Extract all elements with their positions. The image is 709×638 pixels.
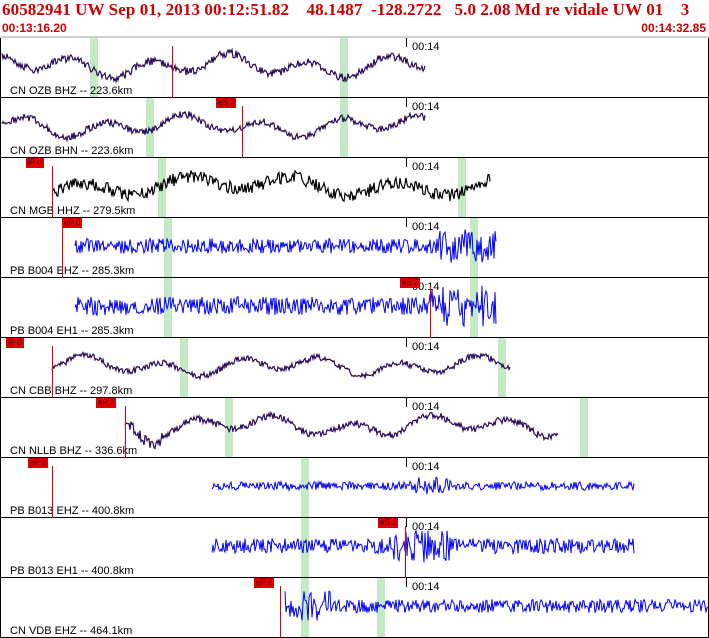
- waveform-trace: [211, 530, 635, 563]
- trace-panel[interactable]: 00:14 CN OZB BHZ -- 223.6km: [0, 38, 709, 98]
- time-mark: 00:14: [412, 161, 440, 173]
- pick-line: [405, 526, 406, 578]
- pick-line: [62, 226, 63, 278]
- time-tick: [406, 98, 407, 107]
- time-mark: 00:14: [412, 521, 440, 533]
- pick-line: [242, 106, 243, 158]
- pick-line: [52, 346, 53, 398]
- station-label: CN VDB EHZ -- 464.1km: [10, 625, 133, 637]
- station-label: CN NLLB BHZ -- 336.6km: [10, 445, 138, 457]
- waveform-trace: [51, 169, 491, 203]
- pick-line: [125, 406, 126, 458]
- analysis-window: [580, 398, 588, 458]
- trace-panel[interactable]: 00:14 PB B013 EHZ -- 400.8km eP 2: [0, 458, 709, 518]
- analysis-window: [301, 518, 309, 578]
- analysis-window: [377, 578, 385, 638]
- waveform: [211, 476, 635, 495]
- analysis-window: [470, 278, 478, 338]
- waveform: [211, 530, 635, 563]
- trace-panel[interactable]: 00:14 CN CBB BHZ -- 297.8km iP 0: [0, 338, 709, 398]
- station-label: CN CBB BHZ -- 297.8km: [10, 385, 133, 397]
- trace-panel[interactable]: 00:14 PB B004 EHZ -- 285.3km eP 0: [0, 218, 709, 278]
- time-tick: [406, 458, 407, 467]
- waveform-trace: [211, 476, 635, 495]
- time-tick: [406, 38, 407, 47]
- time-tick: [406, 398, 407, 407]
- pick-label: eP 0: [62, 218, 83, 228]
- pick-label: eS 2: [378, 518, 399, 528]
- time-tick: [406, 578, 407, 587]
- time-mark: 00:14: [412, 41, 440, 53]
- pick-label: eP 2: [96, 398, 117, 408]
- pick-line: [52, 466, 53, 518]
- analysis-window: [180, 338, 188, 398]
- pick-line: [430, 286, 431, 338]
- analysis-window: [340, 38, 348, 98]
- analysis-window: [301, 458, 309, 518]
- waveform-trace: [1, 47, 426, 85]
- end-time: 00:14:32.85: [641, 21, 706, 35]
- trace-panel[interactable]: 00:14 CN MGB HHZ -- 279.5km iP 0: [0, 158, 709, 218]
- trace-panel[interactable]: 00:14 PB B013 EH1 -- 400.8km eS 2: [0, 518, 709, 578]
- station-label: CN MGB HHZ -- 279.5km: [10, 205, 136, 217]
- waveform-trace: [74, 285, 497, 328]
- time-mark: 00:14: [412, 461, 440, 473]
- waveform: [51, 169, 491, 203]
- analysis-window: [470, 218, 478, 278]
- time-mark: 00:14: [412, 341, 440, 353]
- trace-panel[interactable]: 00:14 CN VDB EHZ -- 464.1km eP 2: [0, 578, 709, 638]
- waveform-trace: [1, 110, 426, 143]
- pick-label: iP 0: [6, 338, 24, 348]
- waveform-trace: [51, 351, 511, 381]
- station-label: CN OZB BHZ -- 223.6km: [10, 85, 133, 97]
- analysis-window: [146, 98, 154, 158]
- time-tick: [406, 158, 407, 167]
- pick-line: [172, 46, 173, 98]
- trace-panel[interactable]: 00:14 CN OZB BHN -- 223.6km eS 2: [0, 98, 709, 158]
- header-divider: [0, 36, 709, 38]
- waveform: [1, 47, 426, 85]
- pick-line: [52, 166, 53, 218]
- waveform: [74, 229, 497, 263]
- analysis-window: [225, 398, 233, 458]
- pick-label: eS 2: [400, 278, 421, 288]
- pick-label: iP 0: [26, 158, 44, 168]
- waveform: [1, 110, 426, 143]
- waveform: [124, 410, 559, 450]
- waveform: [51, 351, 511, 381]
- trace-panel[interactable]: 00:14 CN NLLB BHZ -- 336.6km eP 2: [0, 398, 709, 458]
- waveform-trace: [124, 410, 559, 450]
- station-label: PB B004 EHZ -- 285.3km: [10, 265, 135, 277]
- time-tick: [406, 218, 407, 227]
- station-label: PB B013 EHZ -- 400.8km: [10, 505, 135, 517]
- pick-label: eP 2: [254, 578, 275, 588]
- start-time: 00:13:16.20: [2, 21, 67, 35]
- time-tick: [406, 518, 407, 527]
- trace-panel[interactable]: 00:14 PB B004 EH1 -- 285.3km eS 2: [0, 278, 709, 338]
- analysis-window: [340, 98, 348, 158]
- time-mark: 00:14: [412, 401, 440, 413]
- time-mark: 00:14: [412, 101, 440, 113]
- time-mark: 00:14: [412, 221, 440, 233]
- pick-label: eS 2: [216, 98, 237, 108]
- waveform-trace: [284, 590, 709, 621]
- time-tick: [406, 338, 407, 347]
- station-label: PB B004 EH1 -- 285.3km: [10, 325, 134, 337]
- analysis-window: [164, 218, 172, 278]
- station-label: CN OZB BHN -- 223.6km: [10, 145, 134, 157]
- waveform-trace: [74, 229, 497, 263]
- pick-line: [280, 586, 281, 638]
- station-label: PB B013 EH1 -- 400.8km: [10, 565, 134, 577]
- waveform: [284, 590, 709, 621]
- time-mark: 00:14: [412, 581, 440, 593]
- event-title: 60582941 UW Sep 01, 2013 00:12:51.82 48.…: [2, 0, 690, 19]
- waveform: [74, 285, 497, 328]
- analysis-window: [164, 278, 172, 338]
- event-header: 60582941 UW Sep 01, 2013 00:12:51.82 48.…: [0, 0, 709, 38]
- pick-label: eP 2: [28, 458, 49, 468]
- analysis-window: [301, 578, 309, 638]
